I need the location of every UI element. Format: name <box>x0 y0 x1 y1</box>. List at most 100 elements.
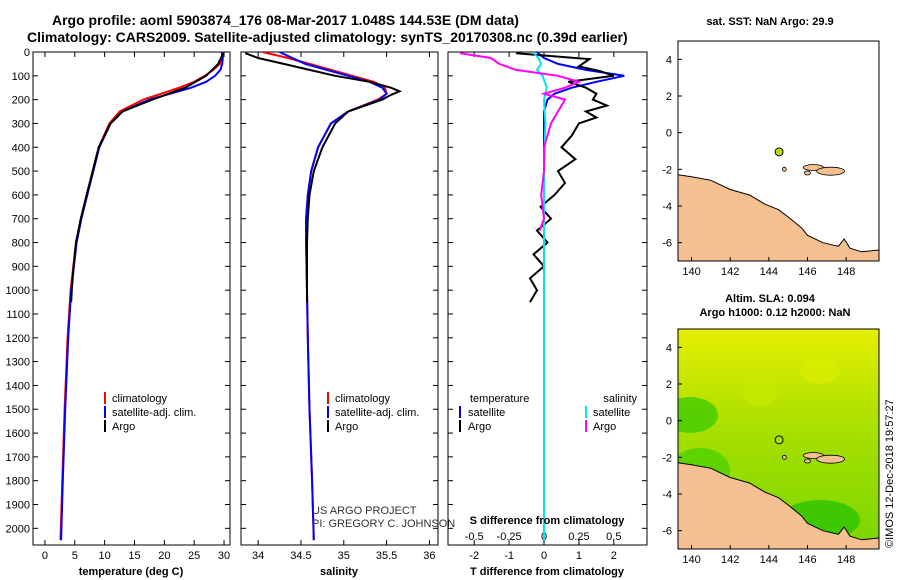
y-tick-label: 1000 <box>6 285 30 297</box>
imos-watermark: ©IMOS 12-Dec-2018 19:57:27 <box>884 399 896 548</box>
s-tick-label: -0.25 <box>497 531 522 543</box>
y-tick-label: 800 <box>12 238 30 250</box>
y-tick-label: -2 <box>662 164 672 176</box>
legend-label-t-argo: Argo <box>468 421 491 433</box>
y-tick-label: 4 <box>666 54 672 66</box>
legend-label-satellite: satellite-adj. clim. <box>112 407 196 419</box>
x-tick-label: 142 <box>721 554 739 566</box>
x-tick-label: 10 <box>99 550 111 562</box>
sst-map-frame <box>677 40 880 262</box>
s-tick-label: -0.5 <box>465 531 484 543</box>
legend-label-s-satellite: satellite <box>593 407 630 419</box>
salinity-axes-frame <box>240 51 439 546</box>
x-tick-label: -1 <box>504 550 514 562</box>
y-tick-label: -2 <box>662 452 672 464</box>
island <box>804 458 811 464</box>
y-tick-label: 0 <box>666 416 672 428</box>
difference-axes-frame <box>447 51 648 546</box>
sla-map-frame <box>677 328 880 550</box>
x-tick-label: 140 <box>682 554 700 566</box>
y-tick-label: 900 <box>12 261 30 273</box>
pi-label: PI: GREGORY C. JOHNSON <box>312 518 455 530</box>
profile-marker <box>774 435 784 445</box>
legend-title-salinity: salinity <box>603 393 637 405</box>
project-label: US ARGO PROJECT <box>312 505 417 517</box>
series-satellite-adj-clim- <box>60 52 224 541</box>
y-tick-label: -6 <box>662 526 672 538</box>
sla-map-title-line1: Altim. SLA: 0.094 <box>725 293 816 305</box>
y-tick-label: 300 <box>12 118 30 130</box>
temperature-axes-frame <box>32 51 231 546</box>
y-tick-label: 2 <box>666 379 672 391</box>
island <box>816 166 846 176</box>
x-tick-label: 142 <box>721 266 739 278</box>
x-tick-label: 140 <box>682 266 700 278</box>
s-tick-label: 0.25 <box>568 531 589 543</box>
island <box>781 454 787 460</box>
s-difference-label: S difference from climatology <box>470 515 626 527</box>
x-tick-label: 35 <box>338 550 350 562</box>
x-tick-label: 0 <box>541 550 547 562</box>
x-tick-label: 144 <box>760 266 778 278</box>
x-tick-label: 146 <box>798 266 816 278</box>
x-tick-label: 34 <box>252 550 264 562</box>
legend-label-climatology: climatology <box>112 393 168 405</box>
x-tick-label: 30 <box>218 550 230 562</box>
sst-map-title: sat. SST: NaN Argo: 29.9 <box>706 16 833 28</box>
x-tick-label: 148 <box>837 266 855 278</box>
y-tick-label: 0 <box>24 47 30 59</box>
y-tick-label: 2 <box>666 91 672 103</box>
y-tick-label: 100 <box>12 71 30 83</box>
x-tick-label: 34.5 <box>290 550 311 562</box>
y-tick-label: 0 <box>666 128 672 140</box>
x-tick-label: 0 <box>42 550 48 562</box>
y-tick-label: 2000 <box>6 523 30 535</box>
landmass <box>678 174 879 261</box>
y-tick-label: -6 <box>662 238 672 250</box>
x-tick-label: 1 <box>576 550 582 562</box>
island <box>781 166 787 172</box>
y-tick-label: 1800 <box>6 476 30 488</box>
x-tick-label: 20 <box>158 550 170 562</box>
y-tick-label: 1600 <box>6 428 30 440</box>
series-s-satellite <box>532 52 548 541</box>
series-climatology <box>262 52 388 541</box>
y-tick-label: 400 <box>12 142 30 154</box>
legend-label-climatology: climatology <box>335 393 391 405</box>
y-tick-label: 4 <box>666 342 672 354</box>
sla-anomaly <box>742 374 778 406</box>
legend-label-satellite: satellite-adj. clim. <box>335 407 419 419</box>
x-tick-label: 25 <box>188 550 200 562</box>
y-tick-label: 1500 <box>6 404 30 416</box>
series-argo <box>70 52 225 303</box>
profile-marker <box>774 147 784 157</box>
s-tick-label: 0.5 <box>606 531 621 543</box>
x-tick-label: -2 <box>469 550 479 562</box>
salinity-legend: climatology satellite-adj. clim. Argo <box>327 392 419 433</box>
figure-title-line1: Argo profile: aoml 5903874_176 08-Mar-20… <box>52 12 519 28</box>
temperature-xlabel: temperature (deg C) <box>79 566 184 578</box>
series-t-argo <box>516 52 615 303</box>
salinity-xlabel: salinity <box>320 566 359 578</box>
sla-map-title-line2: Argo h1000: 0.12 h2000: NaN <box>699 307 850 319</box>
y-tick-label: 1900 <box>6 500 30 512</box>
difference-panel: -2 -1 0 1 2-0.5 -0.25 0 0.25 0.5 temperature sat… <box>447 51 648 578</box>
island <box>804 170 811 176</box>
x-tick-label: 5 <box>72 550 78 562</box>
y-tick-label: 1100 <box>6 309 30 321</box>
y-tick-label: -4 <box>662 489 672 501</box>
sla-anomaly <box>678 397 718 433</box>
y-tick-label: 600 <box>12 190 30 202</box>
island <box>816 454 846 464</box>
y-tick-label: 1400 <box>6 380 30 392</box>
legend-title-temperature: temperature <box>470 393 529 405</box>
sst-map-panel: sat. SST: NaN Argo: 29.9 140 142 144 146 148… <box>662 16 880 278</box>
y-tick-label: 200 <box>12 95 30 107</box>
y-tick-label: 500 <box>12 166 30 178</box>
x-tick-label: 36 <box>423 550 435 562</box>
y-tick-label: 1200 <box>6 333 30 345</box>
series-argo <box>244 52 403 303</box>
sla-map-panel: Altim. SLA: 0.094 Argo h1000: 0.12 h2000… <box>662 293 880 566</box>
x-tick-label: 2 <box>611 550 617 562</box>
